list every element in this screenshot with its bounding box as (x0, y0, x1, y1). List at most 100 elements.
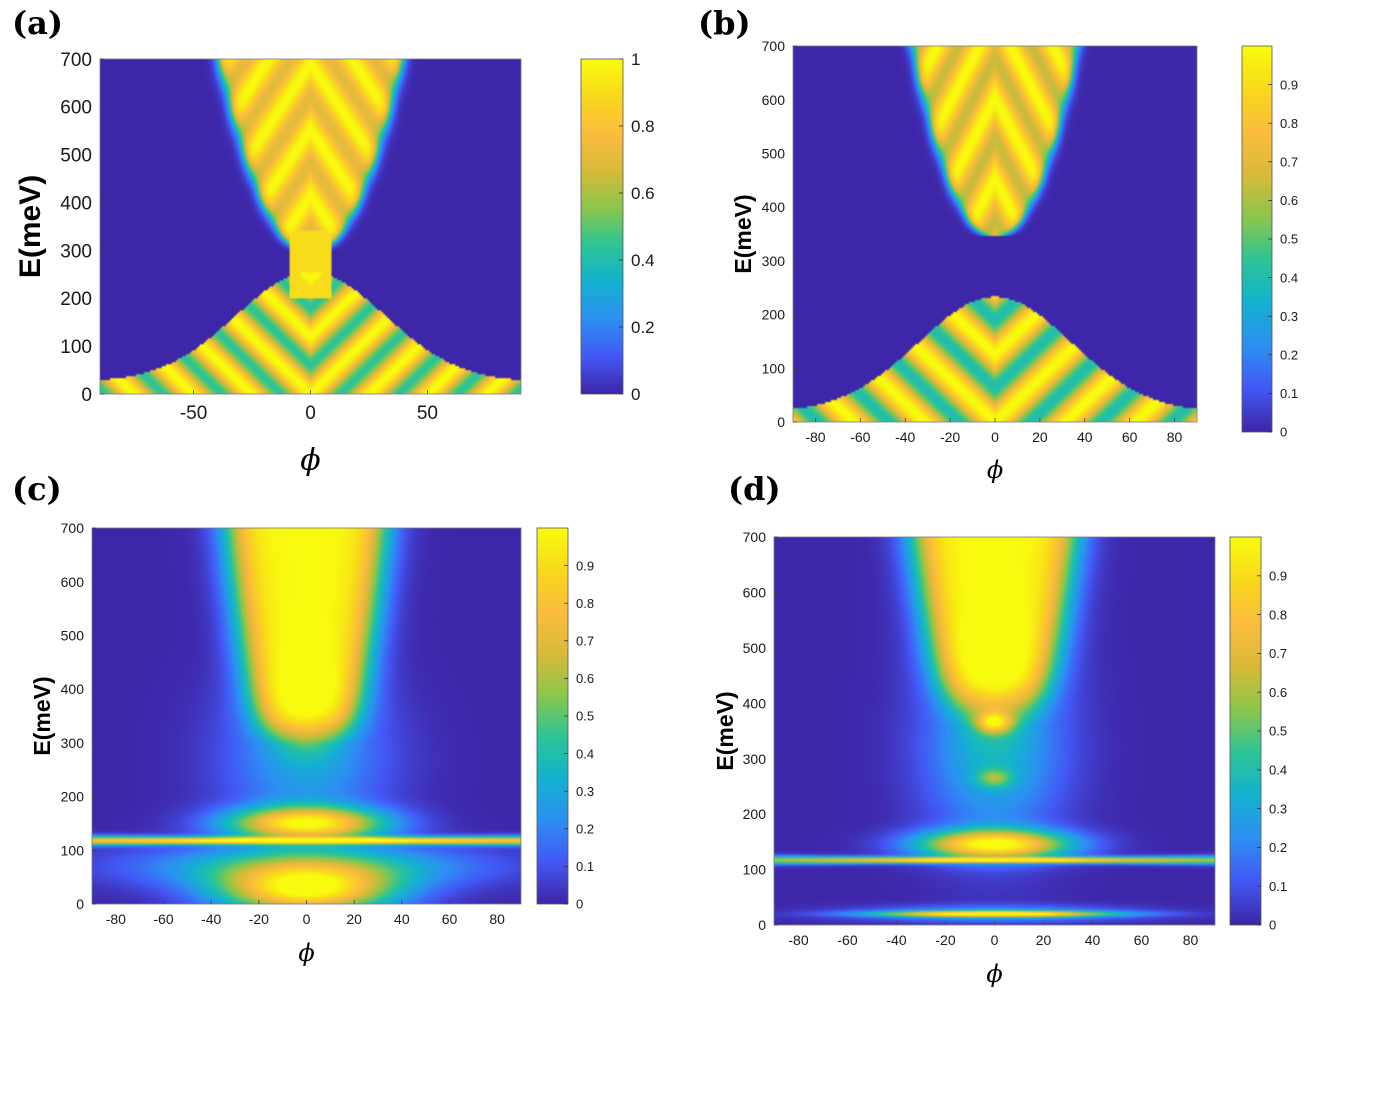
colorbar-tick-label: 0 (631, 385, 640, 404)
y-tick-label: 500 (61, 627, 85, 643)
y-tick-label: 0 (81, 385, 92, 406)
colorbar-tick-label: 0.5 (1269, 724, 1287, 739)
y-tick-label: 600 (762, 92, 786, 108)
x-tick-label: 20 (1036, 932, 1052, 948)
y-axis-label: E(meV) (29, 676, 55, 755)
x-tick-label: -20 (935, 932, 955, 948)
y-tick-label: 500 (60, 146, 92, 167)
y-tick-label: 0 (758, 917, 766, 933)
x-tick-label: -40 (201, 911, 221, 927)
colorbar-tick-label: 0.1 (1280, 386, 1298, 401)
x-axis-label: ϕ (987, 456, 1003, 484)
y-tick-label: 300 (61, 735, 85, 751)
x-tick-label: -60 (850, 429, 870, 445)
panel-c: -80 -60 -40 -20 0 20 40 60 80 0 100 200 300 400 500 600… (29, 520, 594, 967)
x-tick-label: 20 (1032, 429, 1048, 445)
colorbar-tick-label: 0.3 (576, 784, 594, 799)
colorbar-c (537, 528, 568, 904)
y-axis-label: E(meV) (712, 691, 738, 770)
heatmap-a (100, 59, 521, 394)
panel-d: -80 -60 -40 -20 0 20 40 60 80 0 100 200 300 400 500 600… (712, 529, 1287, 988)
y-tick-label: 100 (60, 337, 92, 358)
x-tick-label: 40 (394, 911, 410, 927)
colorbar-b (1242, 46, 1272, 432)
y-axis-label: E(meV) (14, 175, 47, 278)
colorbar-tick-label: 0.7 (1269, 646, 1287, 661)
y-tick-label: 700 (61, 520, 85, 536)
x-tick-label: 40 (1085, 932, 1101, 948)
colorbar-tick-label: 0.6 (631, 184, 655, 203)
colorbar-tick-label: 0.4 (1269, 762, 1287, 777)
y-tick-label: 200 (61, 789, 85, 805)
x-tick-label: -40 (895, 429, 915, 445)
y-tick-label: 200 (60, 289, 92, 310)
y-tick-label: 400 (743, 695, 767, 711)
heatmap-b (793, 46, 1197, 422)
colorbar-tick-label: 0.4 (1280, 270, 1298, 285)
colorbar-tick-label: 0.3 (1280, 309, 1298, 324)
panel-d-letter: (d) (728, 470, 781, 508)
colorbar-tick-label: 0.5 (576, 709, 594, 724)
colorbar-tick-label: 0.6 (576, 671, 594, 686)
y-tick-label: 600 (743, 584, 767, 600)
panel-b: -80 -60 -40 -20 0 20 40 60 80 0 100 200 300 400 500 600… (730, 38, 1298, 484)
x-tick-label: 60 (1134, 932, 1150, 948)
colorbar-tick-label: 0.3 (1269, 801, 1287, 816)
y-tick-label: 300 (743, 751, 767, 767)
colorbar-tick-label: 0 (1269, 918, 1276, 933)
colorbar-tick-label: 0.6 (1269, 685, 1287, 700)
y-tick-label: 700 (743, 529, 767, 545)
x-tick-label: 50 (417, 403, 438, 424)
y-tick-label: 500 (762, 145, 786, 161)
y-tick-label: 700 (60, 50, 92, 71)
y-tick-label: 100 (762, 360, 786, 376)
colorbar-tick-label: 1 (631, 50, 640, 69)
x-axis-label: ϕ (298, 939, 314, 967)
x-tick-label: 0 (305, 403, 316, 424)
y-axis-label: E(meV) (730, 194, 756, 273)
x-axis-label: ϕ (986, 960, 1002, 988)
colorbar-tick-label: 0.6 (1280, 193, 1298, 208)
colorbar-tick-label: 0.2 (576, 821, 594, 836)
x-tick-label: 80 (489, 911, 505, 927)
y-tick-label: 100 (743, 862, 767, 878)
y-tick-label: 200 (762, 307, 786, 323)
panel-a-letter: (a) (12, 4, 64, 42)
colorbar-tick-label: 0.4 (631, 251, 655, 270)
x-tick-label: -60 (837, 932, 857, 948)
colorbar-tick-label: 0.2 (1269, 840, 1287, 855)
heatmap-c (92, 528, 521, 904)
colorbar-tick-label: 0.9 (1280, 77, 1298, 92)
x-tick-label: -40 (886, 932, 906, 948)
x-tick-label: 0 (991, 429, 999, 445)
colorbar-tick-label: 0.7 (1280, 154, 1298, 169)
colorbar-tick-label: 0.2 (1280, 347, 1298, 362)
x-tick-label: 40 (1077, 429, 1093, 445)
x-tick-label: -60 (153, 911, 173, 927)
panel-a: -50 0 500100200300400500600700ϕE(meV)00.20… (14, 50, 655, 478)
colorbar-tick-label: 0.8 (1269, 607, 1287, 622)
colorbar-tick-label: 0 (1280, 425, 1287, 440)
y-tick-label: 600 (60, 98, 92, 119)
colorbar-tick-label: 0 (576, 897, 583, 912)
colorbar-tick-label: 0.7 (576, 633, 594, 648)
colorbar-frame-a (580, 58, 624, 395)
x-tick-label: -80 (788, 932, 808, 948)
x-tick-label: 60 (442, 911, 458, 927)
colorbar-a (581, 59, 623, 394)
colorbar-tick-label: 0.9 (576, 558, 594, 573)
colorbar-tick-label: 0.8 (576, 596, 594, 611)
x-tick-label: 60 (1122, 429, 1138, 445)
x-tick-label: 80 (1167, 429, 1183, 445)
colorbar-tick-label: 0.8 (631, 117, 655, 136)
y-tick-label: 200 (743, 806, 767, 822)
x-tick-label: -80 (805, 429, 825, 445)
x-tick-label: 0 (991, 932, 999, 948)
x-tick-label: 80 (1183, 932, 1199, 948)
colorbar-tick-label: 0.1 (576, 859, 594, 874)
y-tick-label: 400 (60, 193, 92, 214)
x-tick-label: 20 (346, 911, 362, 927)
y-tick-label: 500 (743, 640, 767, 656)
panel-b-letter: (b) (698, 4, 751, 42)
